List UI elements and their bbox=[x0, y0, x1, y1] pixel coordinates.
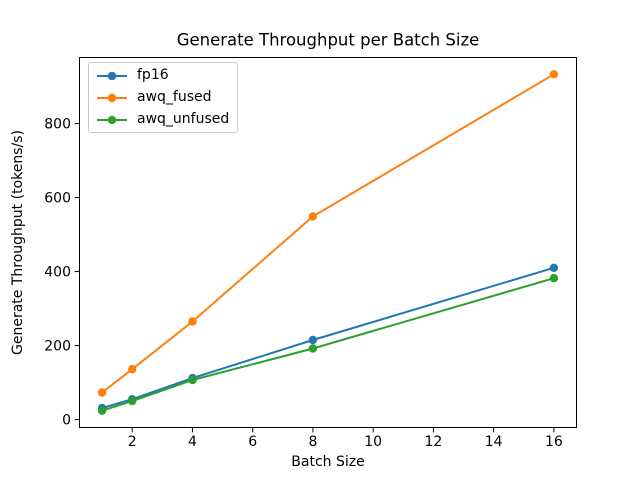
chart-title: Generate Throughput per Batch Size bbox=[177, 31, 480, 50]
y-tick-label: 0 bbox=[62, 413, 71, 429]
legend-label: awq_fused bbox=[137, 89, 212, 105]
x-tick-label: 2 bbox=[128, 434, 137, 450]
data-point-awq_fused bbox=[128, 365, 137, 374]
y-axis-label: Generate Throughput (tokens/s) bbox=[10, 130, 26, 355]
legend-line-marker-icon bbox=[97, 71, 127, 80]
x-tick-label: 6 bbox=[248, 434, 257, 450]
data-point-awq_fused bbox=[549, 70, 559, 79]
x-tick-label: 14 bbox=[485, 434, 503, 450]
legend: fp16 awq_fused awq_unfused bbox=[88, 62, 239, 133]
legend-item-awq_unfused: awq_unfused bbox=[97, 112, 229, 127]
data-point-awq_unfused bbox=[308, 344, 318, 353]
x-tick-label: 16 bbox=[545, 434, 563, 450]
legend-item-awq_fused: awq_fused bbox=[97, 90, 229, 105]
legend-label: fp16 bbox=[137, 67, 169, 83]
legend-line-marker-icon bbox=[97, 93, 127, 102]
data-point-awq_unfused bbox=[97, 406, 107, 415]
data-point-awq_fused bbox=[308, 212, 318, 221]
data-point-awq_fused bbox=[97, 388, 107, 397]
x-axis-label: Batch Size bbox=[291, 454, 364, 470]
x-tick-label: 4 bbox=[188, 434, 197, 450]
x-tick-label: 12 bbox=[425, 434, 443, 450]
plot-area-border bbox=[79, 57, 577, 428]
data-point-awq_unfused bbox=[188, 375, 197, 385]
legend-item-fp16: fp16 bbox=[97, 68, 229, 83]
legend-label: awq_unfused bbox=[137, 111, 230, 127]
ticks-layer: 2 4 6 8 10 12 14 16 0 200 400 600 800 bbox=[44, 117, 563, 450]
data-point-fp16 bbox=[308, 335, 318, 345]
series-line-awq_unfused bbox=[101, 277, 555, 412]
data-point-awq_unfused bbox=[549, 274, 559, 283]
y-tick-label: 200 bbox=[44, 339, 71, 355]
y-tick-label: 400 bbox=[44, 265, 71, 281]
legend-line-marker-icon bbox=[97, 115, 127, 124]
data-point-fp16 bbox=[549, 263, 559, 272]
data-point-awq_unfused bbox=[128, 396, 137, 406]
y-tick-label: 600 bbox=[44, 191, 71, 207]
x-tick-label: 8 bbox=[308, 434, 317, 450]
data-point-awq_fused bbox=[188, 317, 197, 326]
y-tick-label: 800 bbox=[44, 117, 71, 133]
x-tick-label: 10 bbox=[364, 434, 382, 450]
series-layer bbox=[97, 70, 559, 415]
